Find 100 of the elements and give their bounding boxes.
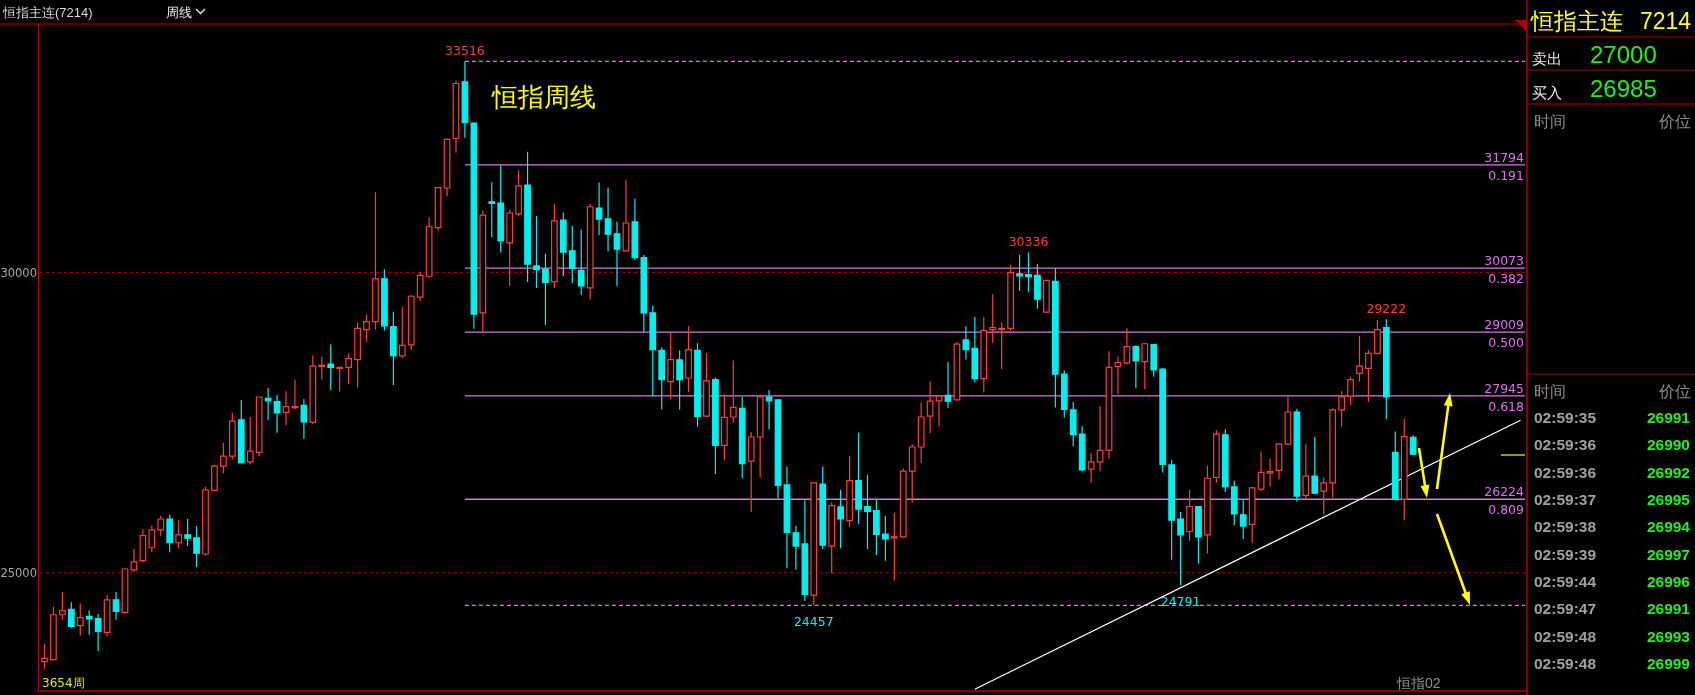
candlestick [425,216,433,279]
candlestick [1374,319,1381,356]
ref-line-label: 26224 [1484,484,1525,500]
y-tick-label: 02:59:39 [1534,545,1597,563]
candlestick [1204,465,1211,555]
candlestick [971,316,979,384]
candlestick [568,225,576,284]
candlestick [1338,390,1345,428]
candlestick [211,464,218,493]
candlestick [873,498,880,556]
candlestick [1409,434,1417,456]
candlestick [1266,458,1274,488]
annotation: 0.618 [1488,398,1525,414]
candlestick [1186,489,1193,542]
candlestick [846,455,853,528]
candlestick [184,518,191,547]
candlestick [67,601,75,629]
y-tick-label: 02:59:44 [1534,573,1597,591]
candlestick [1132,344,1140,389]
data-label: 26997 [1646,545,1690,563]
candlestick [228,412,236,461]
candlestick [85,610,93,636]
y-tick-label: 02:59:48 [1534,627,1597,645]
text: 26985 [1590,75,1657,102]
candlestick [264,387,272,421]
candlestick [613,221,621,287]
data-label: 26991 [1646,409,1691,426]
candlestick [434,187,442,232]
candlestick [1356,335,1363,383]
candlestick [1365,349,1372,403]
candlestick [389,311,397,386]
data-label: 26995 [1646,491,1691,509]
candlestick [640,254,648,333]
candlestick [76,602,84,637]
candlestick [1016,254,1023,292]
candlestick [220,442,227,474]
candlestick [246,416,254,466]
candlestick [747,431,755,513]
text: 卖出 [1532,50,1562,67]
y-tick-label: 02:59:48 [1534,655,1597,673]
annotation: 29222 [1366,301,1407,317]
candlestick [935,394,943,427]
candlestick [130,548,138,573]
candlestick [1034,263,1041,310]
candlestick [94,613,102,652]
candlestick [407,294,415,351]
candlestick [792,525,800,571]
candlestick [1391,430,1399,501]
candlestick [363,313,370,343]
annotation: 0.191 [1488,167,1524,183]
candlestick [837,489,845,549]
candlestick [291,378,299,410]
candlestick [1069,401,1077,447]
candlestick [309,354,317,425]
candlestick [1141,342,1149,391]
candlestick [50,605,57,662]
candlestick [121,567,129,615]
data-label: 26996 [1646,573,1691,591]
text: 价位 [1658,113,1691,130]
annotation: 3654周 [42,676,85,690]
candlestick [810,482,818,606]
y-tick-label: 02:59:38 [1534,518,1597,536]
candlestick [112,591,120,621]
data-label: 26990 [1646,436,1690,454]
y-tick-label: 02:59:36 [1534,463,1597,481]
ref-line-label: 29009 [1484,317,1525,333]
candlestick [202,486,209,557]
annotation: 恒指周线 [491,82,596,112]
candlestick [166,514,174,553]
candlestick [729,359,737,423]
candlestick [658,346,666,411]
candlestick [416,271,424,302]
candlestick [908,443,916,504]
candlestick [622,179,630,252]
candlestick [461,60,469,139]
annotation: 30336 [1008,234,1049,250]
candlestick [1025,251,1032,293]
candlestick [1060,369,1068,419]
candlestick [882,515,889,562]
ref-line-label: 31794 [1484,149,1525,165]
candlestick [783,465,791,569]
candlestick [738,396,746,479]
candlestick [953,341,961,401]
candlestick [586,203,594,300]
candlestick [372,191,379,331]
candlestick [318,356,326,381]
candlestick [542,253,549,326]
y-tick-label: 02:59:36 [1534,436,1597,454]
candlestick [801,499,809,602]
ref-line-label: 30073 [1484,253,1524,269]
candlestick [1275,442,1283,481]
y-tick-label: 02:59:35 [1534,409,1597,426]
candlestick [819,465,827,550]
candlestick [381,268,388,332]
data-label: 26992 [1646,463,1690,481]
data-label: 26994 [1646,518,1691,536]
candlestick [443,137,451,197]
candlestick [917,401,925,464]
ref-line-label: 27945 [1484,380,1524,396]
y-tick-label: 02:59:37 [1534,491,1597,509]
